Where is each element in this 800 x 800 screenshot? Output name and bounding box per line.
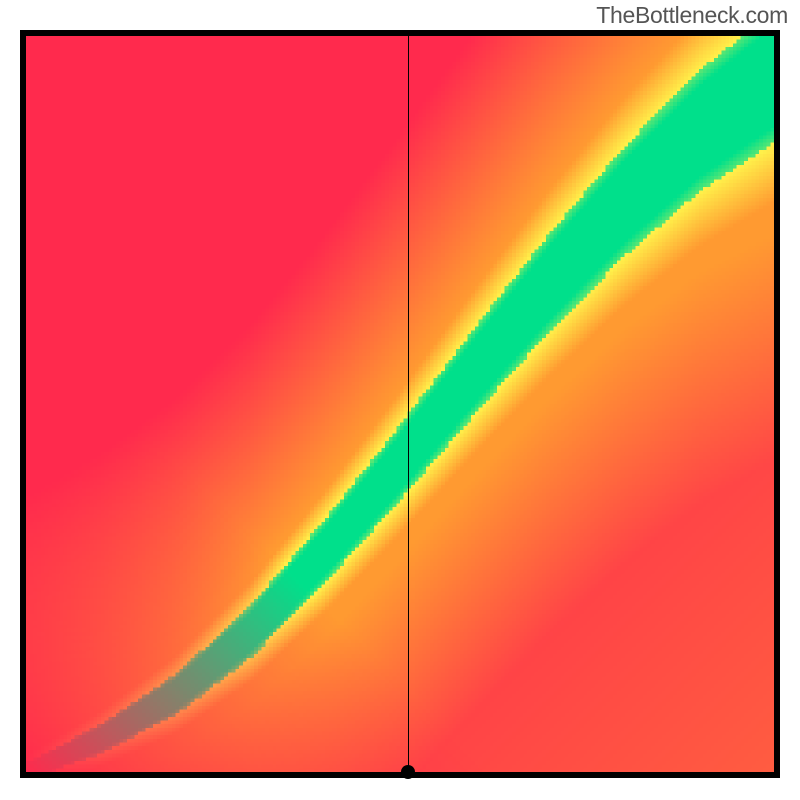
watermark-text: TheBottleneck.com — [596, 2, 788, 29]
figure-container: TheBottleneck.com — [0, 0, 800, 800]
heatmap-canvas — [26, 36, 774, 772]
axis-marker-dot — [401, 765, 415, 779]
crosshair-vertical-line — [408, 36, 409, 772]
heatmap-frame — [20, 30, 780, 778]
